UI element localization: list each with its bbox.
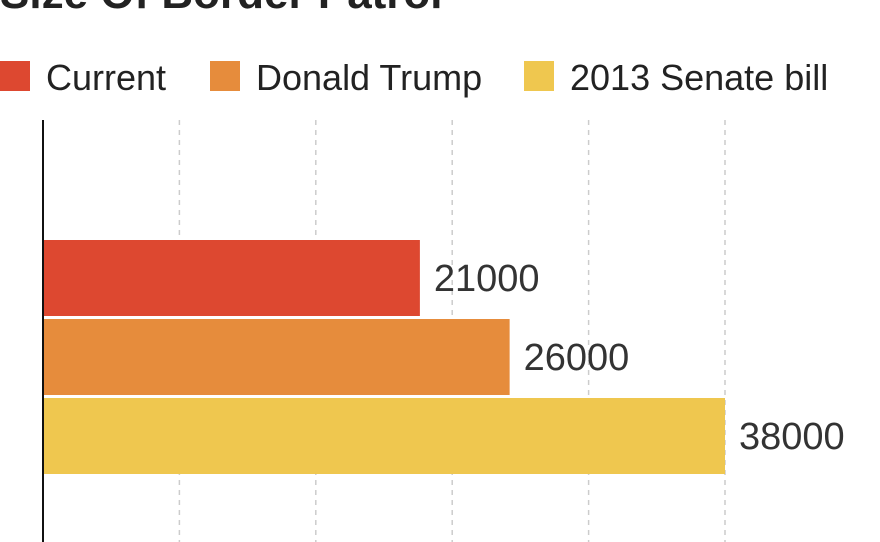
bars bbox=[43, 240, 725, 474]
bar bbox=[43, 319, 510, 395]
bar bbox=[43, 398, 725, 474]
legend-swatch bbox=[524, 61, 554, 91]
bar bbox=[43, 240, 420, 316]
data-label: 21000 bbox=[434, 258, 540, 300]
data-label: 38000 bbox=[739, 416, 845, 458]
legend-label: Donald Trump bbox=[256, 57, 482, 98]
value-labels: 21000 26000 38000 bbox=[434, 258, 845, 458]
legend-swatch bbox=[0, 61, 30, 91]
data-label: 26000 bbox=[524, 337, 630, 379]
legend-label: Current bbox=[46, 57, 166, 98]
legend-label: 2013 Senate bill bbox=[570, 57, 828, 98]
chart-title: Size Of Border Patrol bbox=[0, 0, 443, 16]
legend-swatch bbox=[210, 61, 240, 91]
legend: Current Donald Trump 2013 Senate bill bbox=[0, 57, 828, 98]
